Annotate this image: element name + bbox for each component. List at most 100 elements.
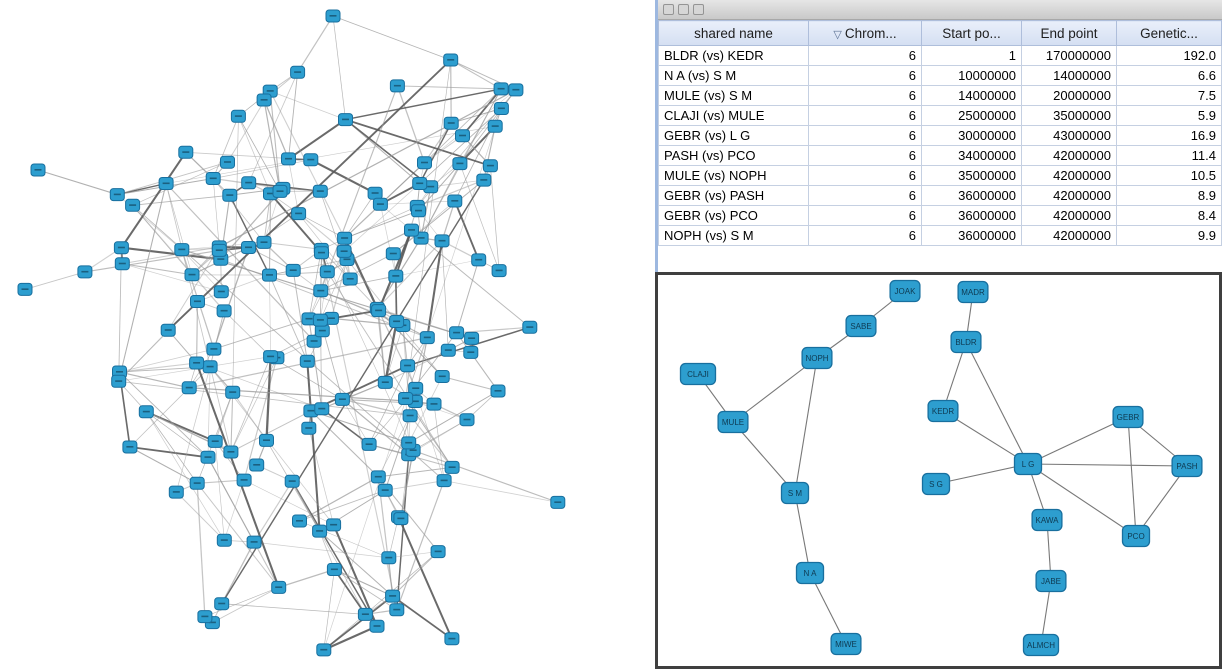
network-node[interactable] (290, 65, 306, 79)
network-node[interactable] (482, 159, 498, 173)
network-node[interactable] (263, 350, 279, 364)
network-node[interactable] (125, 198, 141, 212)
network-node[interactable] (402, 409, 418, 423)
network-node[interactable] (158, 177, 174, 190)
table-row[interactable]: N A (vs) S M 6 10000000 14000000 6.6 (658, 65, 1222, 86)
network-node[interactable]: S G (921, 472, 951, 496)
synteny-network-svg[interactable]: JOAK MADR SABE BLDR NOPH CLAJI KEDR GEBR MULE L G… (658, 275, 1219, 666)
toolbar-icon[interactable] (663, 4, 674, 15)
table-row[interactable]: CLAJI (vs) MULE 6 25000000 35000000 5.9 (658, 105, 1222, 126)
network-node[interactable]: ALMCH (1022, 633, 1060, 657)
table-row[interactable]: NOPH (vs) S M 6 36000000 42000000 9.9 (658, 225, 1222, 246)
network-node[interactable] (385, 589, 401, 603)
network-node[interactable] (369, 619, 385, 633)
column-header-shared-name[interactable]: shared name (658, 20, 809, 46)
network-node[interactable] (312, 313, 328, 327)
network-node[interactable] (400, 359, 416, 373)
network-node[interactable] (463, 345, 479, 359)
network-node[interactable] (357, 607, 373, 621)
network-node[interactable] (385, 247, 401, 261)
network-node[interactable] (291, 207, 307, 221)
network-node[interactable] (443, 53, 459, 67)
network-node[interactable] (138, 405, 154, 419)
network-node[interactable]: JOAK (889, 279, 921, 303)
network-node[interactable] (337, 231, 353, 245)
network-node[interactable] (522, 320, 538, 334)
network-node[interactable] (367, 186, 383, 200)
network-node[interactable] (444, 632, 460, 646)
network-node[interactable] (440, 343, 456, 357)
network-node[interactable] (200, 450, 216, 464)
network-node[interactable] (493, 82, 509, 96)
network-node[interactable] (303, 153, 319, 167)
network-node[interactable] (372, 197, 388, 211)
network-node[interactable] (408, 381, 424, 395)
network-node[interactable] (262, 268, 277, 282)
network-node[interactable] (319, 265, 335, 279)
network-node[interactable] (417, 156, 432, 170)
network-node[interactable] (334, 392, 350, 406)
network-node[interactable] (241, 241, 256, 254)
network-node[interactable] (464, 331, 480, 345)
network-node[interactable] (447, 194, 463, 208)
network-node[interactable] (216, 304, 232, 318)
full-network-svg[interactable] (0, 0, 655, 669)
network-node[interactable]: BLDR (950, 330, 982, 354)
network-node[interactable] (314, 246, 329, 260)
network-node[interactable] (220, 155, 235, 169)
network-node[interactable] (434, 370, 450, 383)
network-node[interactable] (312, 524, 328, 538)
network-node[interactable] (213, 285, 229, 299)
network-node[interactable] (206, 342, 222, 356)
network-node[interactable]: SABE (845, 314, 877, 338)
network-node[interactable] (398, 392, 414, 405)
network-node[interactable] (471, 253, 487, 267)
network-node[interactable] (426, 397, 442, 411)
network-node[interactable] (361, 437, 377, 451)
network-node[interactable] (389, 603, 405, 617)
network-node[interactable] (452, 157, 468, 171)
toolbar-icon[interactable] (678, 4, 689, 15)
network-node[interactable] (256, 93, 272, 107)
network-node[interactable] (223, 445, 239, 459)
network-node[interactable] (436, 474, 452, 488)
network-node[interactable] (113, 241, 129, 255)
network-node[interactable] (205, 172, 221, 185)
network-node[interactable] (236, 473, 252, 487)
network-node[interactable] (285, 263, 301, 277)
network-node[interactable] (109, 188, 125, 202)
network-node[interactable] (443, 116, 459, 130)
network-node[interactable] (202, 360, 218, 374)
network-node[interactable] (259, 433, 274, 447)
network-node[interactable] (370, 470, 386, 484)
network-node[interactable] (246, 535, 262, 549)
network-node[interactable] (325, 9, 341, 23)
table-row[interactable]: MULE (vs) NOPH 6 35000000 42000000 10.5 (658, 165, 1222, 186)
network-node[interactable] (326, 563, 342, 576)
column-header-chromosome[interactable]: ▽ Chrom... (808, 20, 922, 46)
network-node[interactable]: L G (1013, 452, 1043, 476)
network-node[interactable]: PCO (1121, 524, 1151, 548)
column-header-genetic[interactable]: Genetic... (1116, 20, 1222, 46)
table-row[interactable]: GEBR (vs) PASH 6 36000000 42000000 8.9 (658, 185, 1222, 206)
network-node[interactable] (249, 458, 265, 472)
network-node[interactable] (256, 235, 272, 249)
network-node[interactable]: MIWE (830, 632, 862, 656)
network-node[interactable] (444, 460, 460, 474)
network-node[interactable] (381, 551, 397, 565)
network-node[interactable] (122, 440, 138, 454)
network-node[interactable] (389, 79, 405, 93)
network-node[interactable] (174, 243, 190, 257)
network-node[interactable]: PASH (1171, 454, 1203, 478)
network-node[interactable] (314, 402, 330, 416)
network-node[interactable] (225, 385, 241, 399)
network-node[interactable] (430, 545, 446, 559)
network-node[interactable] (550, 495, 566, 509)
network-node[interactable]: JABE (1035, 569, 1067, 593)
column-header-end-point[interactable]: End point (1021, 20, 1117, 46)
network-node[interactable] (207, 434, 223, 448)
network-node[interactable] (211, 243, 227, 257)
network-node[interactable]: MULE (717, 410, 749, 434)
network-node[interactable] (17, 282, 33, 296)
network-node[interactable] (160, 323, 176, 337)
